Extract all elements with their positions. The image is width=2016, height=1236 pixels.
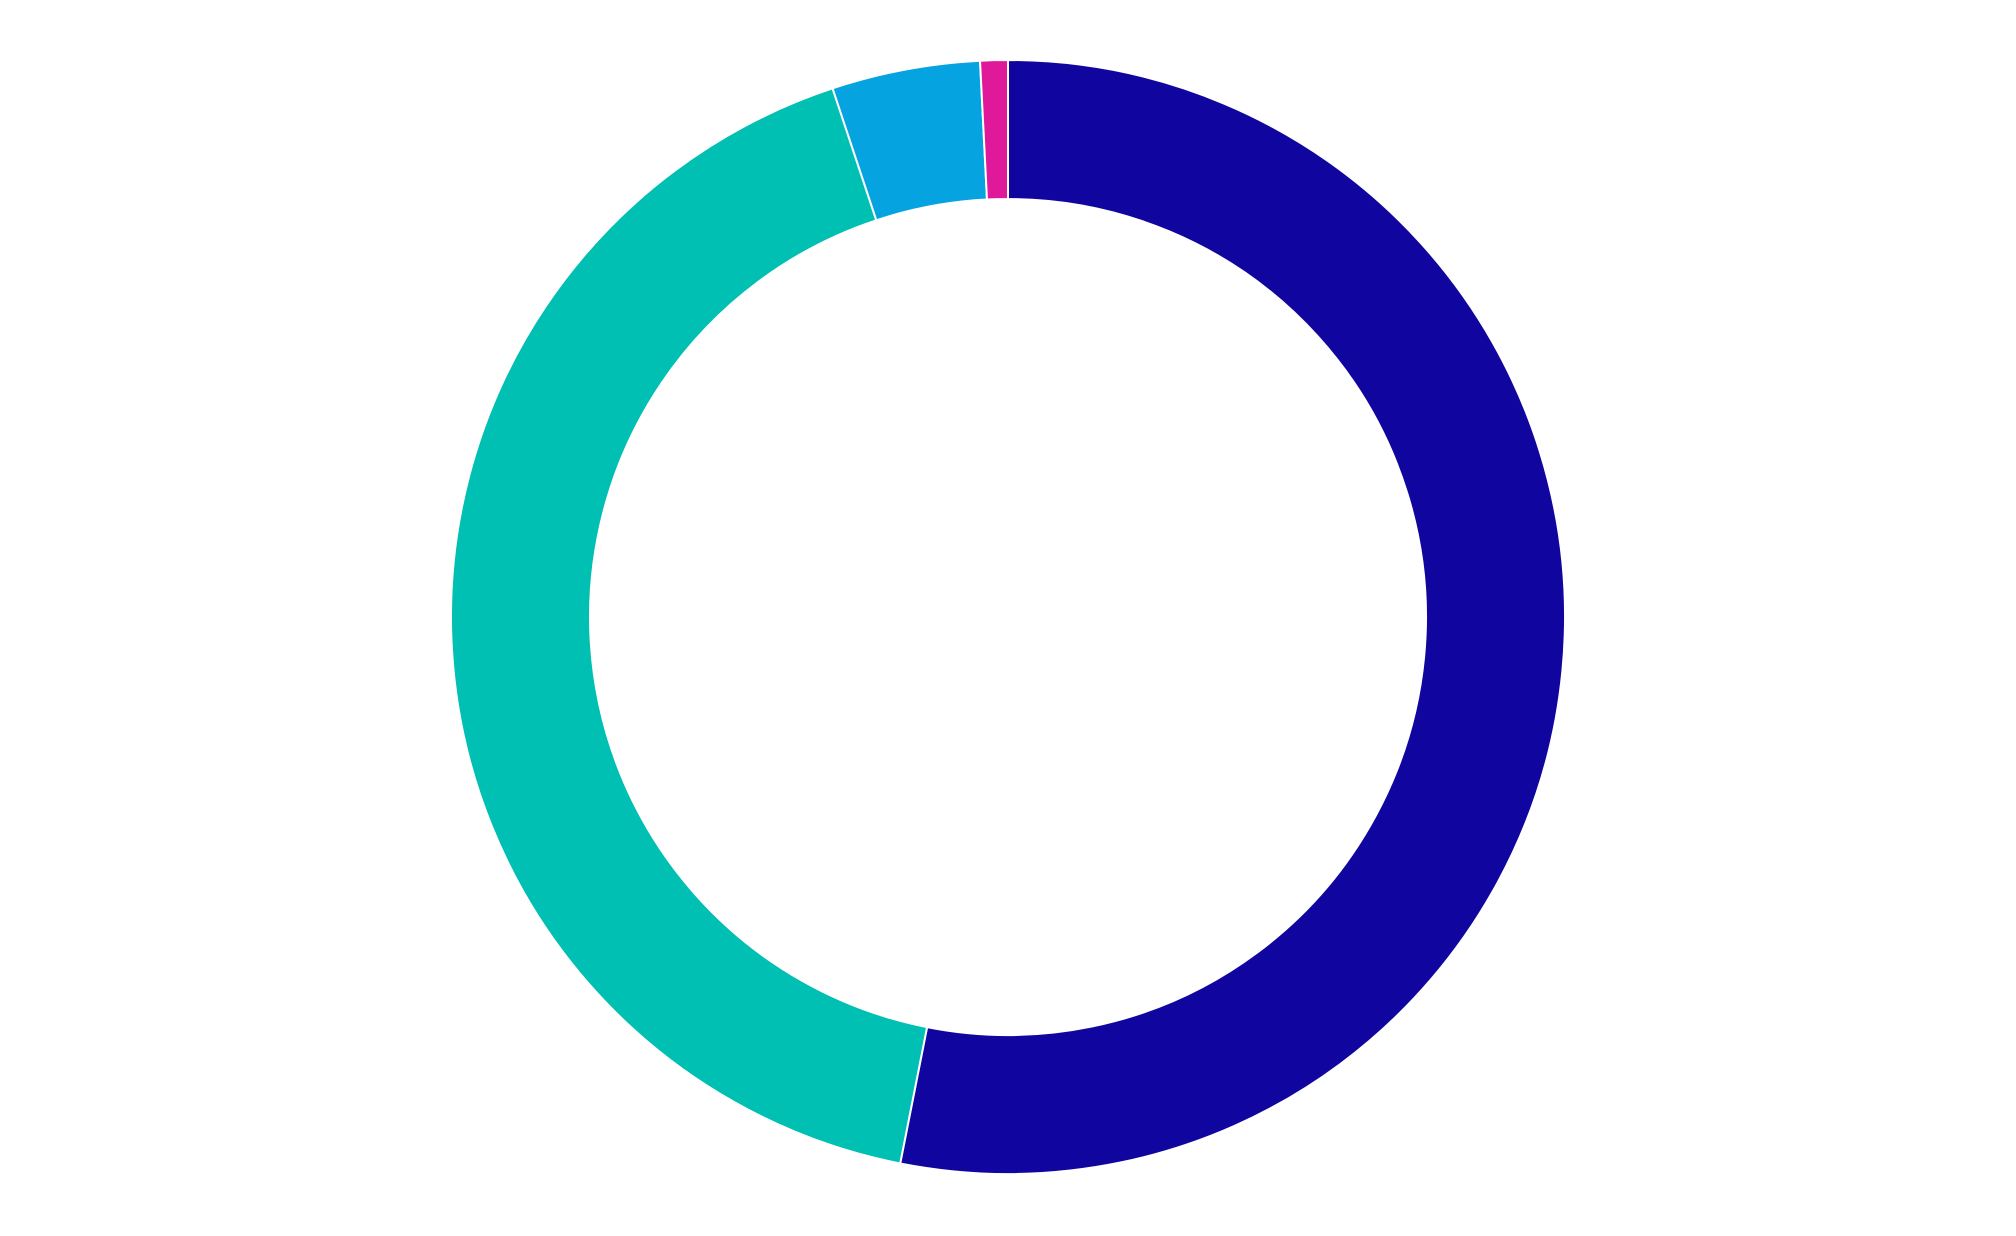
donut-slice-2 xyxy=(450,87,929,1165)
donut-slice-4 xyxy=(978,58,1009,201)
donut-slice-1 xyxy=(899,58,1566,1175)
